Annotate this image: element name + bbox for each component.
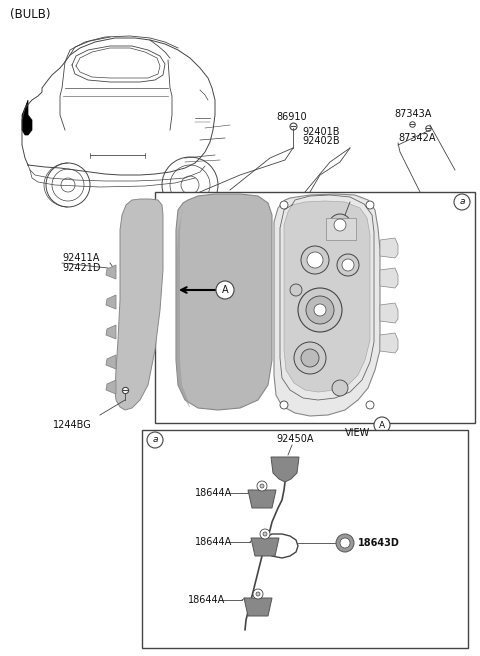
Text: 92402B: 92402B: [302, 136, 340, 146]
Text: 92450A: 92450A: [276, 434, 314, 444]
Circle shape: [52, 169, 84, 201]
Text: 18644A: 18644A: [188, 595, 225, 605]
Text: 92421D: 92421D: [62, 263, 100, 273]
Circle shape: [366, 201, 374, 209]
Circle shape: [334, 219, 346, 231]
Circle shape: [306, 296, 334, 324]
Polygon shape: [251, 538, 279, 556]
Text: a: a: [459, 197, 465, 207]
Circle shape: [260, 484, 264, 488]
Text: 18643D: 18643D: [358, 538, 400, 548]
Circle shape: [263, 532, 267, 536]
Polygon shape: [380, 333, 398, 353]
Circle shape: [257, 481, 267, 491]
Circle shape: [280, 401, 288, 409]
Text: A: A: [379, 420, 385, 430]
Text: 18644A: 18644A: [195, 537, 232, 547]
Polygon shape: [106, 265, 116, 279]
Circle shape: [260, 529, 270, 539]
Circle shape: [147, 432, 163, 448]
Circle shape: [298, 288, 342, 332]
Circle shape: [314, 304, 326, 316]
Text: 87342A: 87342A: [398, 133, 435, 143]
Text: 1244BG: 1244BG: [53, 420, 91, 430]
Polygon shape: [380, 268, 398, 288]
Circle shape: [290, 284, 302, 296]
Text: 86910: 86910: [276, 112, 307, 122]
Circle shape: [454, 194, 470, 210]
Polygon shape: [274, 194, 380, 416]
Polygon shape: [380, 303, 398, 323]
Polygon shape: [176, 200, 190, 408]
Circle shape: [374, 417, 390, 433]
Text: (BULB): (BULB): [10, 8, 50, 21]
Polygon shape: [271, 457, 299, 482]
Circle shape: [301, 246, 329, 274]
Circle shape: [301, 349, 319, 367]
Polygon shape: [284, 201, 370, 392]
Circle shape: [61, 178, 75, 192]
Text: 18644A: 18644A: [195, 488, 232, 498]
Circle shape: [340, 538, 350, 548]
Polygon shape: [106, 380, 116, 394]
Polygon shape: [248, 490, 276, 508]
Circle shape: [307, 252, 323, 268]
Circle shape: [46, 163, 90, 207]
Bar: [142, 430, 468, 648]
Polygon shape: [115, 199, 163, 410]
Polygon shape: [244, 598, 272, 616]
Circle shape: [253, 589, 263, 599]
Polygon shape: [106, 355, 116, 369]
Circle shape: [170, 165, 210, 205]
Polygon shape: [380, 238, 398, 258]
Circle shape: [181, 176, 199, 194]
Circle shape: [366, 401, 374, 409]
Text: VIEW: VIEW: [345, 428, 370, 438]
Text: 92411A: 92411A: [62, 253, 99, 263]
Bar: [326, 218, 356, 240]
Circle shape: [294, 342, 326, 374]
Text: a: a: [152, 436, 158, 445]
Circle shape: [336, 534, 354, 552]
Polygon shape: [106, 325, 116, 339]
Circle shape: [332, 380, 348, 396]
Circle shape: [329, 214, 351, 236]
Circle shape: [216, 281, 234, 299]
Text: 92401B: 92401B: [302, 127, 339, 137]
Polygon shape: [176, 194, 272, 410]
Circle shape: [162, 157, 218, 213]
Circle shape: [256, 592, 260, 596]
Circle shape: [337, 254, 359, 276]
Polygon shape: [22, 100, 32, 135]
Text: 87343A: 87343A: [394, 109, 432, 119]
Polygon shape: [106, 295, 116, 309]
Circle shape: [280, 201, 288, 209]
Circle shape: [342, 259, 354, 271]
Text: A: A: [222, 285, 228, 295]
Bar: [155, 192, 475, 423]
